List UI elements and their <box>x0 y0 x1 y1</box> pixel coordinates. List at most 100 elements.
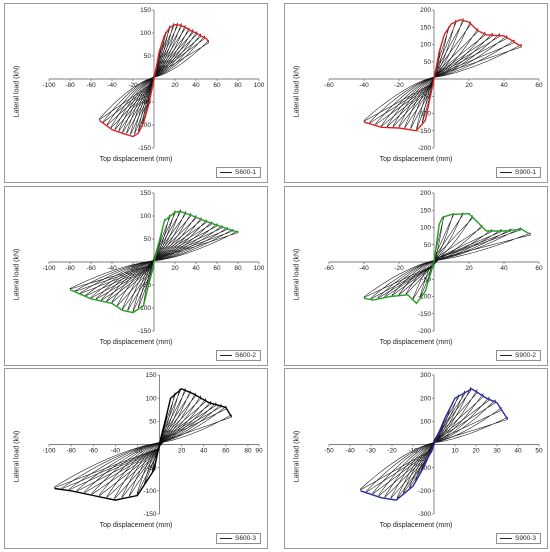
x-axis-label: Top displacement (mm) <box>99 339 173 346</box>
x-axis-label: Top displacement (mm) <box>379 522 453 529</box>
y-tick-label: 150 <box>420 24 431 31</box>
hysteresis-loop <box>372 399 496 495</box>
x-tick-label: -80 <box>65 265 75 272</box>
x-tick-label: 20 <box>465 82 473 89</box>
legend-swatch <box>220 355 233 356</box>
x-tick-label: 20 <box>171 82 179 89</box>
hysteresis-loop <box>122 25 186 134</box>
y-tick-label: -150 <box>418 311 431 318</box>
hysteresis-loop <box>410 18 464 129</box>
x-tick-label: 30 <box>493 448 501 455</box>
y-axis-label: Lateral load (kN) <box>13 430 21 483</box>
y-tick-label: -200 <box>418 328 431 335</box>
y-tick-label: 100 <box>140 213 151 220</box>
y-tick-label: 50 <box>144 236 152 243</box>
legend-label: S900-3 <box>515 535 536 542</box>
y-tick-label: -200 <box>418 488 431 495</box>
y-tick-label: -50 <box>422 276 432 283</box>
legend-swatch <box>500 538 513 539</box>
y-tick-label: 50 <box>424 59 432 66</box>
hysteresis-loop <box>403 390 465 495</box>
hysteresis-loop <box>76 402 217 492</box>
x-axis-label: Top displacement (mm) <box>99 522 173 529</box>
legend-label: S900-2 <box>515 352 536 359</box>
y-tick-label: -150 <box>138 145 151 152</box>
y-tick-label: -50 <box>147 465 157 472</box>
y-tick-label: 100 <box>420 42 431 49</box>
y-tick-label: 200 <box>420 7 431 14</box>
hysteresis-loop <box>390 388 478 499</box>
hysteresis-loop <box>391 229 493 297</box>
x-tick-label: 80 <box>234 82 242 89</box>
hysteresis-loop <box>106 217 202 302</box>
x-tick-label: -20 <box>394 82 404 89</box>
x-tick-label: -60 <box>324 265 334 272</box>
x-tick-label: -100 <box>42 82 55 89</box>
envelope-curve <box>98 23 210 138</box>
x-tick-label: -40 <box>359 265 369 272</box>
x-tick-label: 40 <box>200 448 208 455</box>
legend-swatch <box>500 355 513 356</box>
x-tick-label: -20 <box>387 448 397 455</box>
hysteresis-loop <box>106 392 196 498</box>
x-tick-label: 40 <box>514 448 522 455</box>
chart-panel-s600-1: -100 -80 -60 -40 -20 20 40 60 80 100 -150 -100 -50 50… <box>4 3 268 183</box>
x-tick-label: -80 <box>66 448 76 455</box>
hysteresis-loop <box>54 414 232 488</box>
envelope-curve <box>363 212 531 305</box>
hysteresis-loop <box>384 392 484 498</box>
hysteresis-loop <box>378 396 490 497</box>
y-tick-label: 50 <box>144 53 152 60</box>
y-tick-label: -300 <box>418 511 431 518</box>
x-tick-label: -20 <box>394 265 404 272</box>
y-tick-label: 100 <box>420 419 431 426</box>
x-tick-label: 60 <box>213 265 221 272</box>
x-tick-label: -60 <box>324 82 334 89</box>
hysteresis-loop <box>129 388 181 498</box>
chart-panel-s900-1: -60 -40 -20 20 40 60 -200 -150 -100 -50 50 100 150 20… <box>284 3 548 183</box>
y-tick-label: 100 <box>420 225 431 232</box>
legend: S900-3 <box>496 533 541 544</box>
y-tick-label: 300 <box>420 372 431 379</box>
x-tick-label: -40 <box>359 82 369 89</box>
legend-label: S900-1 <box>515 169 536 176</box>
x-tick-label: 20 <box>472 448 480 455</box>
x-tick-label: -60 <box>86 82 96 89</box>
y-tick-label: -100 <box>138 122 151 129</box>
chart-canvas: -100 -80 -60 -40 -20 20 40 60 80 90-150-100-50501… <box>42 372 263 518</box>
legend: S600-2 <box>216 350 261 361</box>
envelope-curve <box>363 18 522 132</box>
hysteresis-loop <box>110 30 198 129</box>
x-tick-label: -50 <box>324 448 334 455</box>
hysteresis-loop <box>106 33 202 126</box>
x-tick-label: -60 <box>89 448 99 455</box>
x-tick-label: 60 <box>222 448 230 455</box>
x-tick-label: 20 <box>465 265 473 272</box>
legend: S900-1 <box>496 167 541 178</box>
legend-swatch <box>220 172 233 173</box>
hysteresis-loop <box>375 35 508 126</box>
x-tick-label: -40 <box>345 448 355 455</box>
x-tick-label: 60 <box>213 82 221 89</box>
envelope-curve <box>69 210 239 314</box>
y-tick-label: -50 <box>422 93 432 100</box>
chart-panel-s900-3: -50 -40 -30 -20 -10 10 20 30 40 50 -300 -200 -100 100… <box>284 368 548 549</box>
x-tick-label: 40 <box>192 82 200 89</box>
hysteresis-loop <box>114 28 194 131</box>
x-axis-label: Top displacement (mm) <box>379 156 453 163</box>
hysteresis-loop <box>101 219 207 301</box>
y-tick-label: 100 <box>146 395 157 402</box>
x-tick-label: -40 <box>107 82 117 89</box>
hysteresis-loop <box>412 212 464 301</box>
legend-label: S600-2 <box>235 352 256 359</box>
hysteresis-loop <box>416 19 457 130</box>
y-tick-label: 150 <box>146 372 157 379</box>
hysteresis-loop <box>384 229 502 298</box>
y-axis-label: Lateral load (kN) <box>293 430 301 483</box>
y-axis-label: Lateral load (kN) <box>293 65 301 118</box>
y-tick-label: -100 <box>144 488 157 495</box>
y-tick-label: 150 <box>420 207 431 214</box>
y-tick-label: 50 <box>424 242 432 249</box>
hysteresis-loop <box>409 394 459 490</box>
hysteresis-loop <box>103 35 205 123</box>
